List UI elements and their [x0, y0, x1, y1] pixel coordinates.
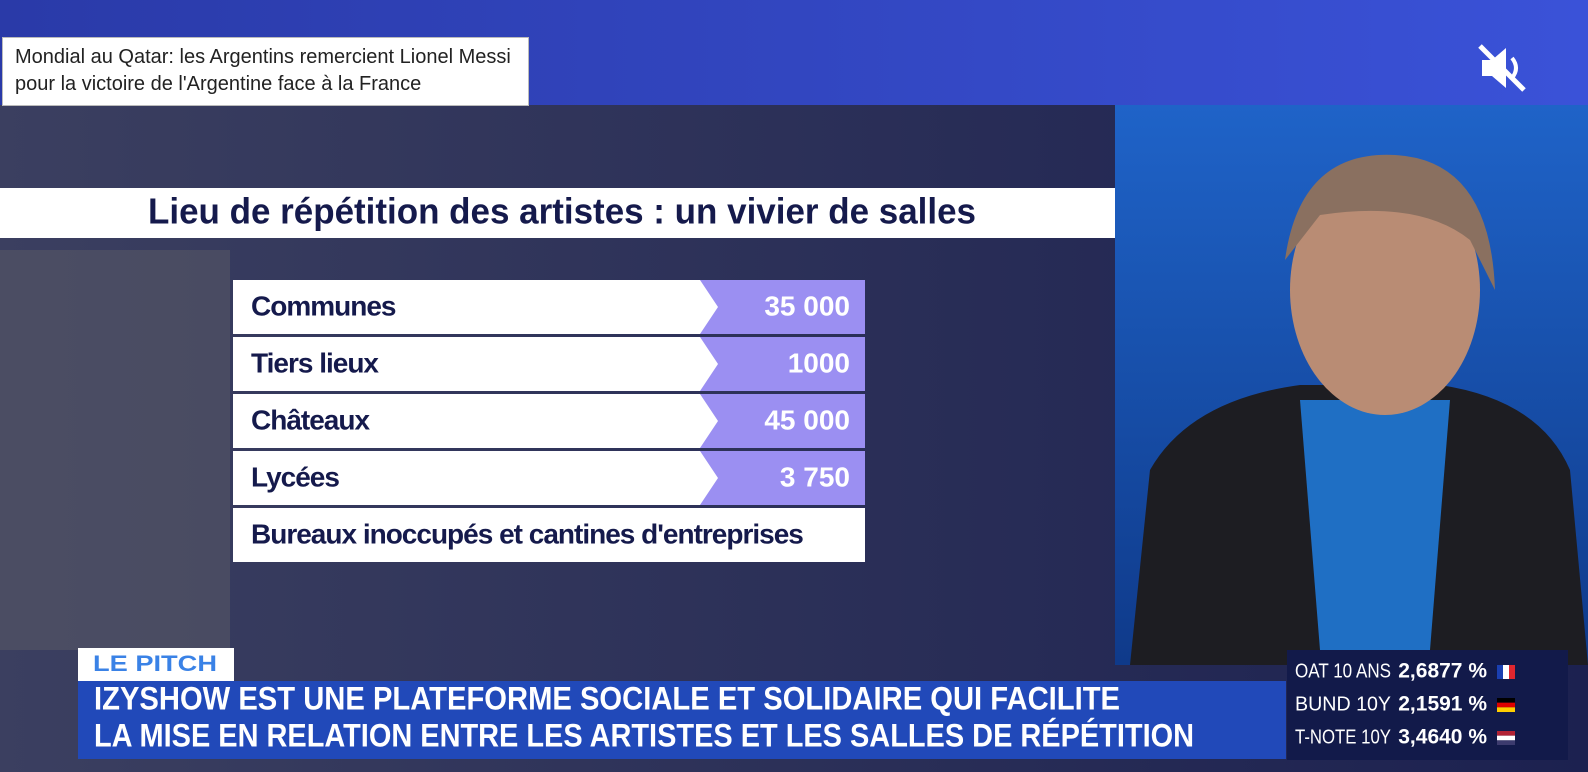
flag — [1497, 698, 1515, 703]
flag — [1497, 731, 1515, 736]
value-cell — [700, 280, 865, 334]
flag — [1497, 735, 1515, 741]
row-value: 45 000 — [764, 404, 850, 435]
headline-band — [78, 681, 1286, 759]
rehearsal-room-photo — [0, 250, 230, 650]
value-cell — [700, 337, 865, 391]
flag — [1503, 665, 1509, 679]
row-value: 3 750 — [780, 461, 850, 492]
tooltip: Mondial au Qatar: les Argentins remercie… — [2, 37, 529, 106]
markets: OAT 10 ANS 2,6877 % BUND 10Y 2,1591 % T-NOTE… — [1295, 660, 1515, 749]
graphic-title: Lieu de répétition des artistes : un viv… — [148, 191, 976, 232]
row-label: Tiers lieux — [251, 347, 379, 378]
headline-line: IZYSHOW EST UNE PLATEFORME SOCIALE ET SO… — [94, 680, 1120, 716]
presenter-shirt — [1300, 400, 1450, 650]
value-cell — [700, 451, 865, 505]
market-value: 2,1591 % — [1398, 693, 1487, 716]
tag-box — [78, 648, 234, 681]
market-name: T-NOTE 10Y — [1295, 726, 1391, 748]
tag: LE PITCH — [93, 651, 217, 676]
row-label: Bureaux inoccupés et cantines d'entrepri… — [251, 518, 803, 549]
presenter-hair — [1285, 154, 1495, 290]
rows: 35 000 Communes 1000 Tiers lieux 45 000 Châte… — [233, 280, 865, 562]
value-cell — [700, 394, 865, 448]
markets-box — [1287, 650, 1568, 760]
market-value: 3,4640 % — [1398, 726, 1487, 749]
headline-line: LA MISE EN RELATION ENTRE LES ARTISTES E… — [94, 717, 1194, 753]
flag — [1497, 702, 1515, 708]
market-value: 2,6877 % — [1398, 660, 1487, 683]
presenter-head — [1290, 165, 1480, 415]
market-name: OAT 10 ANS — [1295, 660, 1391, 682]
row-box — [233, 508, 865, 562]
flag — [1509, 665, 1515, 679]
flag — [1497, 740, 1515, 746]
title-bar — [0, 188, 1115, 238]
market-name: BUND 10Y — [1295, 693, 1391, 715]
row-value: 35 000 — [764, 290, 850, 321]
flag — [1497, 665, 1503, 679]
row-label: Châteaux — [251, 404, 370, 435]
row-label: Communes — [251, 290, 396, 321]
row-value: 1000 — [788, 347, 850, 378]
row-label: Lycées — [251, 461, 339, 492]
mute-button[interactable] — [1476, 42, 1528, 94]
flag — [1497, 707, 1515, 713]
